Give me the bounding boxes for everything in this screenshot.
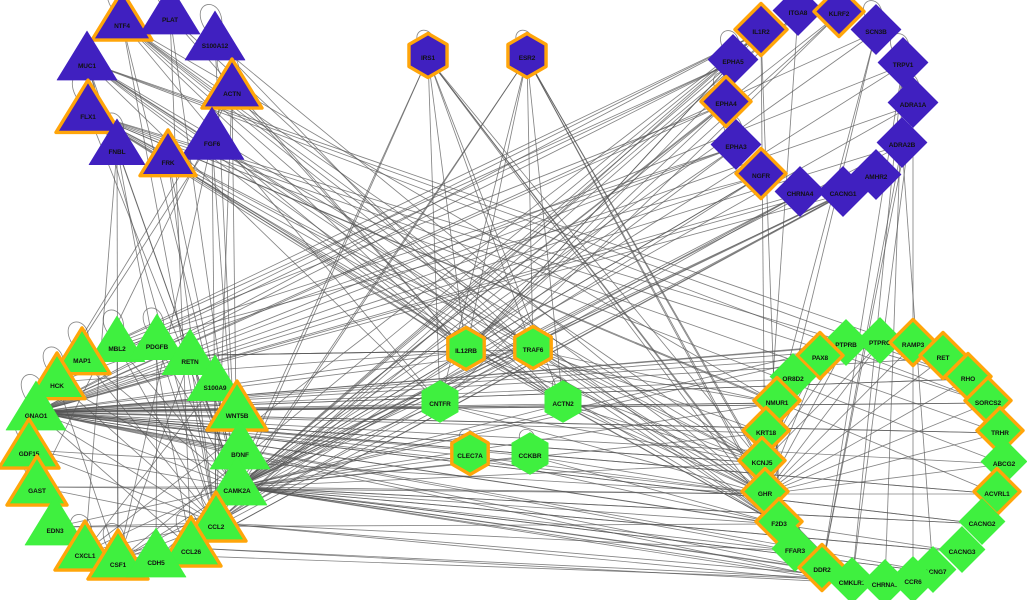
graph-node-irs1[interactable]: IRS1 <box>401 29 455 88</box>
graph-node-cntfr[interactable]: CNTFR <box>414 376 466 433</box>
graph-node-actn2[interactable]: ACTN2 <box>537 376 589 433</box>
graph-node-ccr6[interactable]: CCR6 <box>885 552 941 600</box>
graph-node-esr2[interactable]: ESR2 <box>500 29 554 88</box>
graph-node-il12rb[interactable]: IL12RB <box>440 323 492 380</box>
graph-node-traf6[interactable]: TRAF6 <box>507 322 559 379</box>
graph-node-clec7a[interactable]: CLEC7A <box>444 428 496 485</box>
graph-node-cacng1[interactable]: CACNG1 <box>813 162 873 227</box>
graph-node-cckbr[interactable]: CCKBR <box>504 428 556 485</box>
graph-node-frk[interactable]: FRK <box>135 124 201 195</box>
graph-node-cdh5[interactable]: CDH5 <box>121 522 191 597</box>
